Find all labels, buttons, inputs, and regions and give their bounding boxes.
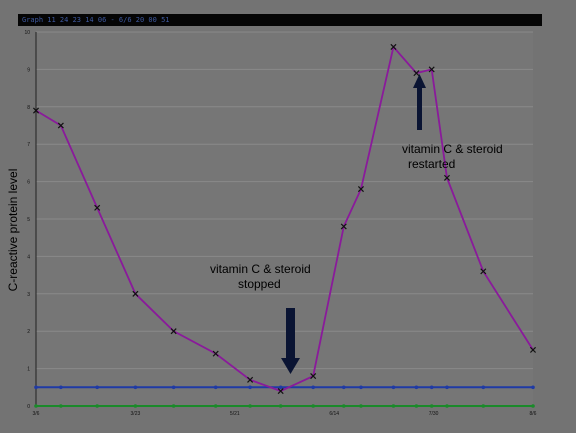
y-tick-label-9: 9 bbox=[27, 67, 30, 73]
crp-point-16 bbox=[529, 346, 537, 353]
green-point-13 bbox=[429, 404, 434, 408]
green-point-7 bbox=[278, 404, 283, 408]
y-tick-label-1: 1 bbox=[27, 367, 30, 373]
green-point-16 bbox=[531, 404, 535, 408]
green-point-6 bbox=[248, 404, 252, 408]
blue-point-2 bbox=[95, 385, 99, 390]
crp-point-7 bbox=[277, 388, 284, 395]
crp-point-13 bbox=[428, 66, 435, 73]
y-tick-label-7: 7 bbox=[27, 142, 30, 148]
green-point-9 bbox=[341, 404, 346, 408]
green-point-3 bbox=[133, 404, 138, 408]
stopped-arrow-head bbox=[281, 358, 300, 374]
annotation-restarted: vitamin C & steroid restarted bbox=[402, 142, 503, 172]
y-tick-label-3: 3 bbox=[27, 292, 30, 298]
green-point-10 bbox=[359, 404, 363, 408]
blue-point-5 bbox=[213, 385, 218, 390]
crp-point-5 bbox=[212, 350, 219, 357]
green-point-11 bbox=[391, 404, 396, 408]
crp-point-12 bbox=[413, 70, 420, 77]
blue-point-0 bbox=[34, 385, 38, 390]
annotation-stopped-line2: stopped bbox=[238, 277, 281, 291]
y-tick-label-10: 10 bbox=[24, 30, 30, 36]
blue-point-7 bbox=[278, 385, 283, 390]
crp-point-3 bbox=[132, 290, 139, 297]
blue-point-6 bbox=[248, 385, 252, 390]
crp-point-15 bbox=[480, 268, 487, 275]
green-point-12 bbox=[414, 404, 419, 408]
annotation-stopped-line1: vitamin C & steroid bbox=[210, 262, 311, 276]
green-point-1 bbox=[59, 404, 63, 408]
blue-point-1 bbox=[59, 385, 63, 390]
crp-point-4 bbox=[170, 328, 177, 335]
crp-point-11 bbox=[390, 43, 397, 50]
x-tick-label-2: 5/21 bbox=[230, 411, 240, 417]
green-point-5 bbox=[213, 404, 218, 408]
blue-point-10 bbox=[359, 385, 363, 390]
blue-point-4 bbox=[171, 385, 176, 390]
green-point-2 bbox=[95, 404, 99, 408]
blue-point-15 bbox=[481, 385, 486, 390]
green-point-15 bbox=[481, 404, 486, 408]
blue-point-13 bbox=[429, 385, 434, 390]
green-point-4 bbox=[171, 404, 176, 408]
blue-point-3 bbox=[133, 385, 138, 390]
blue-point-9 bbox=[341, 385, 346, 390]
x-tick-label-5: 8/6 bbox=[530, 411, 537, 417]
x-tick-label-3: 6/14 bbox=[329, 411, 339, 417]
crp-point-14 bbox=[443, 174, 451, 181]
x-tick-label-0: 3/6 bbox=[33, 411, 40, 417]
stopped-arrow-shaft bbox=[286, 308, 295, 360]
crp-point-8 bbox=[310, 373, 317, 380]
crp-point-1 bbox=[57, 122, 64, 129]
green-point-0 bbox=[34, 404, 38, 408]
blue-point-8 bbox=[311, 385, 315, 390]
crp-point-2 bbox=[94, 204, 101, 211]
y-tick-label-4: 4 bbox=[27, 254, 30, 260]
green-point-14 bbox=[445, 404, 449, 408]
restarted-arrow-shaft bbox=[417, 86, 422, 130]
blue-point-14 bbox=[445, 385, 449, 390]
window-title: Graph 11 24 23 14 06 - 6/6 20 00 51 bbox=[18, 14, 542, 26]
crp-point-6 bbox=[247, 376, 254, 383]
blue-point-11 bbox=[391, 385, 396, 390]
crp-point-9 bbox=[340, 223, 347, 230]
annotation-stopped: vitamin C & steroid stopped bbox=[210, 262, 311, 292]
crp-point-10 bbox=[357, 186, 364, 193]
blue-point-12 bbox=[414, 385, 419, 390]
green-point-8 bbox=[311, 404, 315, 408]
restarted-arrow-head bbox=[413, 74, 426, 88]
y-tick-label-2: 2 bbox=[27, 329, 30, 335]
x-tick-label-1: 3/23 bbox=[131, 411, 141, 417]
annotation-restarted-line2: restarted bbox=[408, 157, 456, 171]
crp-point-0 bbox=[32, 107, 40, 114]
x-tick-label-4: 7/30 bbox=[429, 411, 439, 417]
y-tick-label-6: 6 bbox=[27, 180, 30, 186]
y-tick-label-0: 0 bbox=[27, 404, 30, 410]
blue-point-16 bbox=[531, 385, 535, 390]
y-tick-label-5: 5 bbox=[27, 217, 30, 223]
y-tick-label-8: 8 bbox=[27, 105, 30, 111]
annotation-restarted-line1: vitamin C & steroid bbox=[402, 142, 503, 156]
